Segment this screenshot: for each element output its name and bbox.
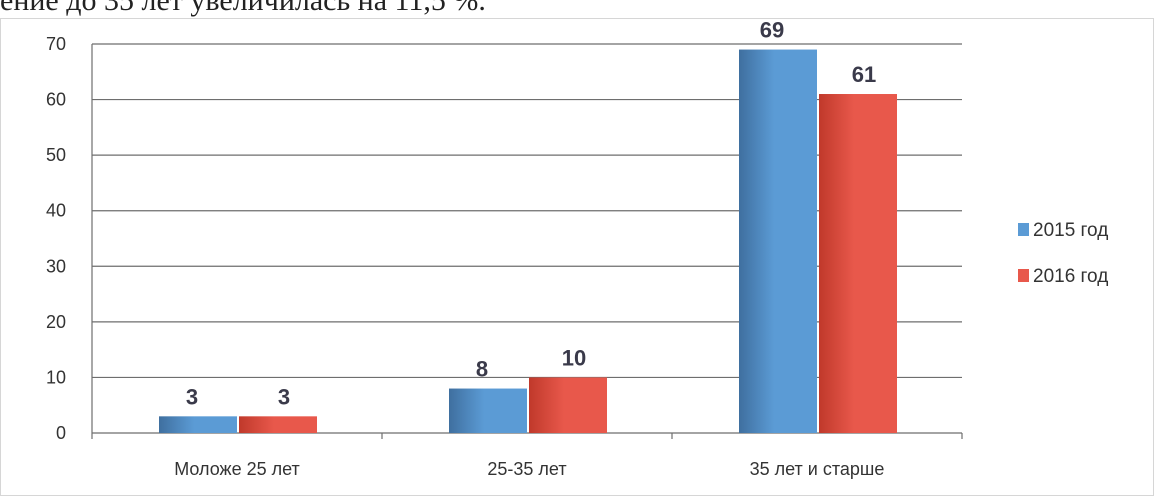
data-label-2015-0: 3 <box>186 384 198 409</box>
legend-label-2016: 2016 год <box>1033 266 1108 287</box>
bar-2015-0 <box>159 416 237 433</box>
legend-swatch-2015 <box>1018 223 1029 236</box>
bar-2016-2 <box>819 94 897 433</box>
data-label-2015-1: 8 <box>476 357 488 382</box>
bar-2015-2 <box>739 49 817 434</box>
y-tick-label-60: 60 <box>46 90 66 110</box>
data-label-2016-1: 10 <box>562 345 586 370</box>
bar-2016-0 <box>239 416 317 433</box>
y-tick-label-40: 40 <box>46 201 66 221</box>
legend-label-2015: 2015 год <box>1033 220 1108 241</box>
legend-swatch-2016 <box>1018 269 1029 282</box>
data-label-2016-0: 3 <box>278 384 290 409</box>
y-tick-label-10: 10 <box>46 367 66 387</box>
y-tick-label-20: 20 <box>46 312 66 332</box>
y-tick-label-0: 0 <box>56 423 66 443</box>
data-label-2015-2: 69 <box>760 18 784 43</box>
chart-frame <box>0 18 1154 496</box>
y-tick-label-70: 70 <box>46 34 66 54</box>
y-tick-label-50: 50 <box>46 145 66 165</box>
category-label-0: Моложе 25 лет <box>174 459 300 479</box>
cropped-caption-text: ение до 35 лет увеличилась на 11,5 %. <box>0 0 486 17</box>
category-label-2: 35 лет и старше <box>750 459 885 479</box>
bar-2015-1 <box>449 388 527 433</box>
bar-2016-1 <box>529 377 607 433</box>
data-label-2016-2: 61 <box>852 62 876 87</box>
category-label-1: 25-35 лет <box>487 459 566 479</box>
y-tick-label-30: 30 <box>46 256 66 276</box>
